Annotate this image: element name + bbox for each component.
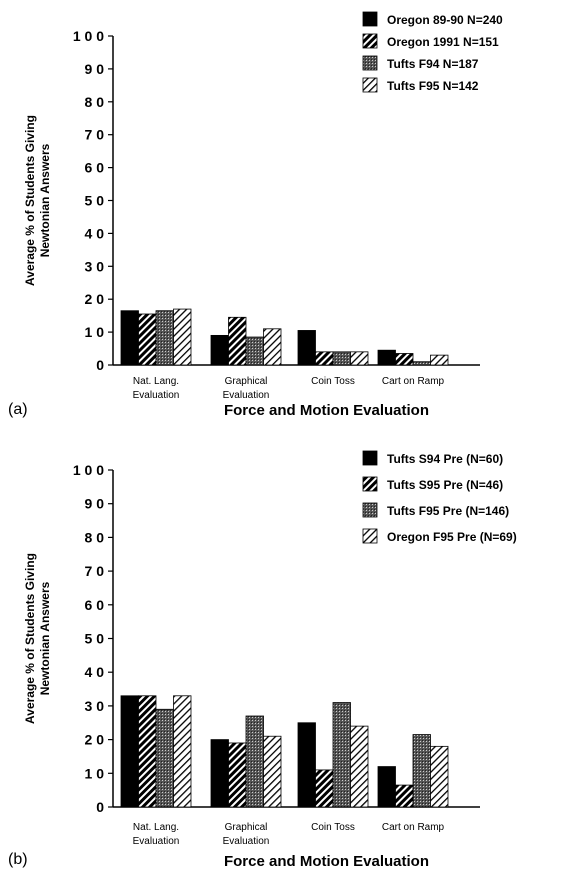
bar xyxy=(138,313,157,366)
legend-label: Oregon 1991 N=151 xyxy=(387,35,499,49)
bar xyxy=(412,361,431,366)
y-tick-label: 3 0 xyxy=(85,698,105,714)
panel-label: (b) xyxy=(8,851,28,868)
legend-swatch xyxy=(362,450,378,466)
y-tick-label: 3 0 xyxy=(85,258,105,274)
bar xyxy=(173,695,192,808)
x-category-label: Coin Toss xyxy=(311,822,355,833)
x-category-label: Evaluation xyxy=(223,836,270,847)
y-tick-label: 5 0 xyxy=(85,193,105,209)
x-axis-title: Force and Motion Evaluation xyxy=(224,853,429,870)
x-category-label: Cart on Ramp xyxy=(382,822,445,833)
x-category-label: Coin Toss xyxy=(311,376,355,387)
panel-label: (a) xyxy=(8,401,28,418)
y-tick-label: 5 0 xyxy=(85,631,105,647)
y-tick-label: 0 xyxy=(96,799,104,815)
bar xyxy=(228,742,247,808)
y-axis-title: Newtonian Answers xyxy=(38,581,52,695)
x-category-label: Evaluation xyxy=(133,836,180,847)
bar xyxy=(297,330,316,366)
chart-panel-b: 0 1 0 2 0 3 0 4 0 5 0 6 0 7 0 8 0 9 0 1 0 0 Nat. La… xyxy=(8,450,517,870)
y-tick-label: 1 0 0 xyxy=(73,462,104,478)
bar xyxy=(332,351,351,366)
bar xyxy=(263,328,282,366)
y-tick-label: 8 0 xyxy=(85,94,105,110)
legend-label: Oregon F95 Pre (N=69) xyxy=(387,530,517,544)
legend-label: Tufts S94 Pre (N=60) xyxy=(387,452,503,466)
chart-panel-a: 0 1 0 2 0 3 0 4 0 5 0 6 0 7 0 8 0 9 0 1 0 0 Nat. La… xyxy=(8,11,503,419)
legend-swatch xyxy=(362,502,378,518)
legend-swatch xyxy=(362,55,378,71)
bar xyxy=(210,334,229,366)
x-category-label: Nat. Lang. xyxy=(133,376,179,387)
x-category-label: Evaluation xyxy=(223,390,270,401)
bar xyxy=(245,336,264,366)
legend-swatch xyxy=(362,11,378,27)
bar xyxy=(297,722,316,808)
bar xyxy=(173,308,192,366)
x-axis-title: Force and Motion Evaluation xyxy=(224,402,429,419)
bar xyxy=(430,745,449,808)
x-category-label: Graphical xyxy=(225,376,268,387)
bar xyxy=(228,316,247,366)
bar xyxy=(430,354,449,366)
y-tick-label: 7 0 xyxy=(85,127,105,143)
y-tick-label: 2 0 xyxy=(85,732,105,748)
legend-label: Tufts F95 Pre (N=146) xyxy=(387,504,509,518)
bar xyxy=(377,349,396,366)
bar xyxy=(245,715,264,808)
y-tick-label: 7 0 xyxy=(85,563,105,579)
x-category-label: Cart on Ramp xyxy=(382,376,445,387)
x-category-label: Evaluation xyxy=(133,390,180,401)
bar xyxy=(120,310,139,366)
bar xyxy=(210,739,229,808)
y-tick-label: 4 0 xyxy=(85,664,105,680)
bar xyxy=(395,353,414,366)
bar xyxy=(350,725,369,808)
bar xyxy=(263,735,282,808)
y-tick-label: 0 xyxy=(96,357,104,373)
legend-swatch xyxy=(362,33,378,49)
y-tick-label: 4 0 xyxy=(85,225,105,241)
legend-label: Tufts S95 Pre (N=46) xyxy=(387,478,503,492)
bar xyxy=(120,695,139,808)
bar xyxy=(138,695,157,808)
y-tick-label: 9 0 xyxy=(85,496,105,512)
legend-swatch xyxy=(362,476,378,492)
legend-label: Tufts F94 N=187 xyxy=(387,57,479,71)
y-tick-label: 9 0 xyxy=(85,61,105,77)
y-axis-title: Average % of Students Giving xyxy=(23,115,37,286)
legend-label: Oregon 89-90 N=240 xyxy=(387,13,503,27)
y-axis-title: Average % of Students Giving xyxy=(23,553,37,724)
bar xyxy=(377,766,396,808)
y-tick-label: 1 0 xyxy=(85,324,105,340)
bar xyxy=(315,351,334,366)
legend-swatch xyxy=(362,77,378,93)
y-tick-label: 8 0 xyxy=(85,529,105,545)
y-tick-label: 1 0 0 xyxy=(73,28,104,44)
y-tick-label: 6 0 xyxy=(85,597,105,613)
bar xyxy=(412,734,431,808)
bar xyxy=(155,310,174,366)
x-category-label: Graphical xyxy=(225,822,268,833)
legend-label: Tufts F95 N=142 xyxy=(387,79,479,93)
y-tick-label: 6 0 xyxy=(85,160,105,176)
bar xyxy=(395,784,414,808)
bar xyxy=(155,708,174,808)
y-tick-label: 2 0 xyxy=(85,291,105,307)
x-category-label: Nat. Lang. xyxy=(133,822,179,833)
y-tick-label: 1 0 xyxy=(85,765,105,781)
y-axis-title: Newtonian Answers xyxy=(38,143,52,257)
bar xyxy=(350,351,369,366)
legend-swatch xyxy=(362,528,378,544)
bar xyxy=(315,769,334,808)
bar xyxy=(332,702,351,808)
